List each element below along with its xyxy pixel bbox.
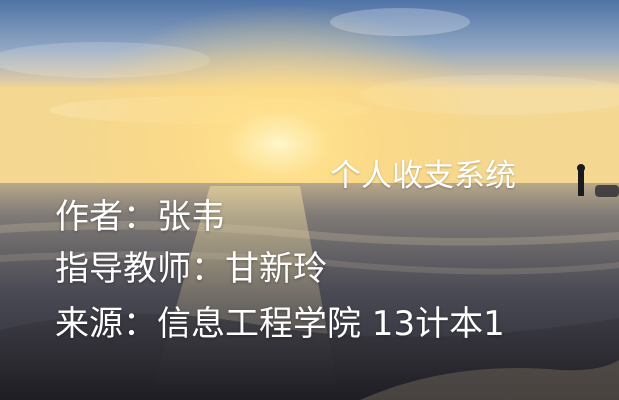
advisor-line: 指导教师：甘新玲 [55,249,327,289]
slide-title: 个人收支系统 [330,158,516,194]
source-line: 来源：信息工程学院 13计本1 [55,304,505,344]
author-line: 作者：张韦 [55,197,225,237]
